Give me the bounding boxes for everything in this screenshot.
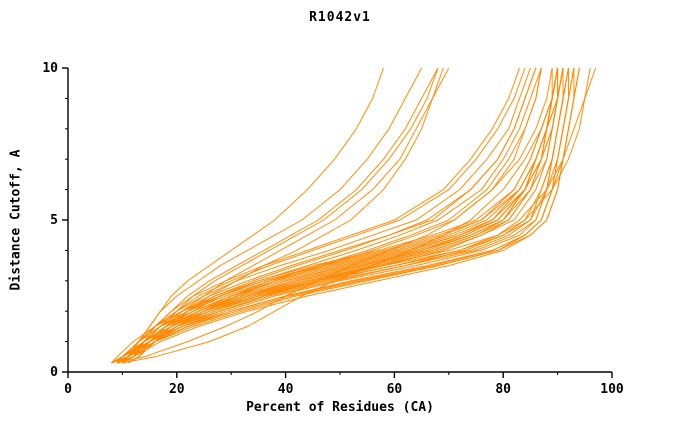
model-curve [111, 67, 580, 364]
model-curve [111, 67, 559, 364]
x-tick-label: 20 [169, 382, 185, 397]
model-curve [111, 67, 559, 364]
x-tick-label: 40 [278, 382, 294, 397]
x-axis-label: Percent of Residues (CA) [246, 400, 434, 415]
model-curve [127, 67, 542, 364]
model-curve [122, 67, 439, 364]
model-curve [122, 67, 384, 364]
y-tick-label: 10 [42, 61, 58, 76]
model-curve [111, 67, 597, 364]
model-curve [111, 67, 559, 364]
model-curve [116, 67, 553, 364]
model-curve [111, 67, 559, 364]
x-tick-label: 100 [600, 382, 624, 397]
y-tick-label: 5 [50, 213, 58, 228]
model-curve [122, 67, 542, 364]
model-curve [111, 67, 591, 364]
x-tick-label: 60 [387, 382, 403, 397]
x-tick-label: 80 [495, 382, 511, 397]
chart-title: R1042v1 [309, 10, 371, 25]
y-axis-label: Distance Cutoff, A [8, 149, 24, 291]
model-curve [122, 67, 537, 364]
model-curve [111, 67, 559, 364]
model-curve [111, 67, 575, 364]
model-curve [122, 67, 564, 364]
model-curve [122, 67, 439, 364]
model-curve [111, 67, 559, 364]
model-curve [116, 67, 520, 364]
x-tick-label: 0 [64, 382, 72, 397]
y-tick-label: 0 [50, 365, 58, 380]
model-curve [122, 67, 559, 364]
